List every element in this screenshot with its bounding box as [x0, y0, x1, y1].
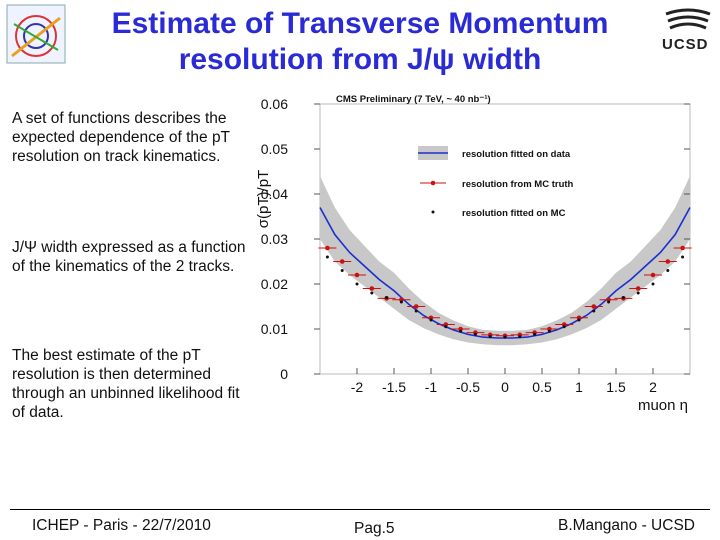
mc-fit-point [547, 329, 551, 333]
mc-fit-point [473, 332, 477, 336]
mc-fit-point [355, 282, 359, 286]
bullet-2: J/Ψ width expressed as a function of the… [12, 239, 246, 275]
y-tick-label: 0.01 [261, 321, 288, 337]
bullet-1: A set of functions describes the expecte… [12, 110, 230, 165]
resolution-chart: 0 0.01 0.02 0.03 0.04 0.05 0.06 -2 -1.5 -1 -0.5 0 0.… [255, 94, 692, 414]
y-tick-label: 0.05 [261, 141, 288, 157]
mc-fit-point [414, 309, 418, 313]
x-tick-label: 1.5 [606, 379, 626, 395]
y-tick-label: 0.02 [261, 276, 288, 292]
title-line-1: Estimate of Transverse Momentum [111, 7, 609, 40]
legend-label-data: resolution fitted on data [462, 149, 571, 160]
footer-right: B.Mangano - UCSD [558, 517, 695, 534]
cms-logo-icon [6, 4, 66, 64]
legend-label-mc-truth: resolution from MC truth [462, 179, 574, 190]
mc-fit-point [518, 335, 522, 339]
x-tick-label: -2 [351, 379, 364, 395]
mc-truth-point [665, 259, 671, 264]
data-uncertainty-band [320, 176, 690, 346]
ucsd-emblem-icon [665, 8, 711, 30]
x-tick-label: -1.5 [382, 379, 406, 395]
mc-fit-point [592, 309, 596, 313]
legend-mc-truth-marker [430, 180, 436, 186]
x-tick-label: 0 [501, 379, 509, 395]
mc-fit-point [666, 269, 670, 272]
chart-title: CMS Preliminary (7 TeV, ~ 40 nb⁻¹) [336, 94, 491, 105]
mc-truth-point [650, 272, 656, 278]
mc-truth-point [561, 322, 567, 327]
mc-fit-point [533, 332, 537, 336]
legend-label-mc-fit: resolution fitted on MC [462, 208, 566, 219]
ucsd-logo-text: UCSD [662, 36, 709, 53]
mc-fit-point [429, 318, 433, 322]
mc-fit-point [325, 255, 329, 259]
mc-truth-point [413, 304, 419, 309]
cms-logo [6, 4, 66, 64]
mc-fit-point [488, 335, 492, 339]
mc-fit-point [562, 325, 566, 329]
x-tick-label: -0.5 [456, 379, 480, 395]
mc-fit-point [370, 291, 374, 295]
mc-fit-point [577, 318, 581, 322]
x-tick-label: 2 [649, 379, 657, 395]
mc-fit-point [621, 296, 625, 299]
mc-fit-point [503, 335, 507, 339]
mc-fit-point [340, 269, 344, 272]
mc-truth-point [399, 297, 404, 303]
mc-truth-point [635, 286, 641, 291]
mc-truth-point [325, 245, 330, 251]
mc-fit-point [385, 296, 389, 299]
mc-truth-point [339, 259, 345, 264]
mc-fit-point [681, 255, 685, 259]
ucsd-logo: UCSD [658, 8, 718, 56]
mc-truth-point [606, 297, 611, 303]
slide-title: Estimate of Transverse Momentum resoluti… [40, 6, 680, 78]
y-tick-label: 0.04 [261, 186, 288, 202]
mc-truth-point [354, 272, 360, 278]
mc-truth-point [458, 326, 463, 332]
mc-fit-point [399, 300, 403, 304]
x-tick-label: 1 [575, 379, 583, 395]
mc-truth-point [591, 304, 597, 309]
x-tick-label: 0.5 [532, 379, 552, 395]
footer-page: Pag.5 [354, 520, 395, 537]
y-tick-label: 0 [280, 366, 288, 382]
mc-fit-point [651, 282, 655, 286]
mc-truth-point [428, 315, 434, 321]
x-tick-label: -1 [425, 379, 438, 395]
mc-fit-point [444, 325, 448, 329]
mc-fit-point [636, 291, 640, 295]
mc-truth-point [547, 326, 552, 332]
y-tick-label: 0.06 [261, 96, 288, 112]
mc-truth-point [680, 245, 685, 251]
mc-truth-point [369, 286, 375, 291]
mc-fit-point [607, 300, 611, 304]
legend-mc-fit-marker [431, 210, 435, 214]
footer-divider [10, 509, 710, 510]
footer-left: ICHEP - Paris - 22/7/2010 [32, 517, 211, 534]
mc-truth-point [443, 322, 449, 327]
title-line-2: resolution from J/ψ width [178, 43, 542, 76]
mc-fit-point [459, 329, 463, 333]
bullet-3: The best estimate of the pT resolution i… [12, 347, 240, 421]
y-tick-label: 0.03 [261, 231, 288, 247]
y-axis-label: σ(pT)/pT [255, 170, 272, 228]
mc-truth-point [576, 315, 582, 321]
x-axis-label: muon η [638, 397, 688, 414]
